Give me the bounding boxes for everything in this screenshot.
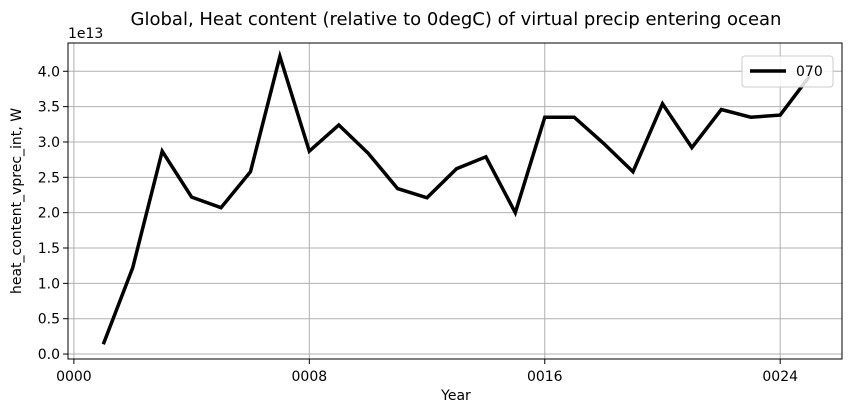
- y-tick-label: 4.0: [38, 64, 60, 80]
- x-axis-label: Year: [440, 388, 471, 404]
- series-group: [101, 49, 811, 345]
- x-tick-label: 0024: [762, 369, 798, 385]
- grid-lines: [68, 43, 842, 359]
- x-axis: 0000 0008 0016 0024: [56, 359, 798, 385]
- y-tick-label: 3.0: [38, 135, 60, 151]
- x-tick-label: 0000: [56, 369, 92, 385]
- x-tick-label: 0008: [292, 369, 328, 385]
- y-tick-label: 0.0: [38, 347, 60, 363]
- plot-frame: [67, 42, 843, 360]
- y-axis-label: heat_content_vprec_int, W: [9, 108, 25, 294]
- y-tick-label: 0.5: [38, 312, 60, 328]
- x-tick-label: 0016: [527, 369, 563, 385]
- legend-label: 070: [796, 64, 823, 80]
- y-axis: 0.0 0.5 1.0 1.5 2.0 2.5 3.0 3.5 4.0: [38, 64, 68, 363]
- legend-frame: [741, 55, 834, 88]
- chart-title: Global, Heat content (relative to 0degC)…: [131, 9, 782, 30]
- y-tick-label: 2.5: [38, 170, 60, 186]
- series-line-070: [101, 49, 811, 345]
- y-offset-label: 1e13: [68, 26, 103, 42]
- y-tick-label: 2.0: [38, 206, 60, 222]
- y-tick-label: 1.0: [38, 276, 60, 292]
- legend: 070: [741, 55, 834, 88]
- y-tick-label: 3.5: [38, 100, 60, 116]
- y-tick-label: 1.5: [38, 241, 60, 257]
